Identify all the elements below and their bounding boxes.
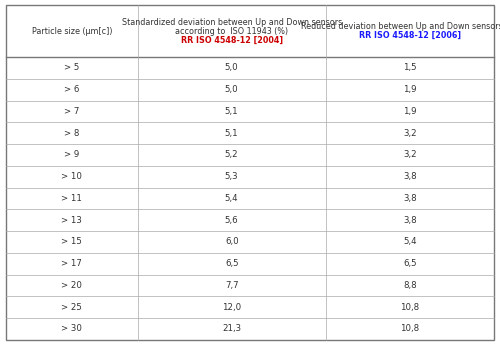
Text: > 5: > 5	[64, 63, 80, 72]
Text: > 20: > 20	[62, 281, 82, 290]
Text: 3,2: 3,2	[403, 129, 416, 138]
Text: 5,0: 5,0	[225, 63, 238, 72]
Text: 5,6: 5,6	[225, 216, 238, 225]
Text: > 8: > 8	[64, 129, 80, 138]
Text: 5,1: 5,1	[225, 129, 238, 138]
Text: 6,0: 6,0	[225, 237, 238, 246]
Text: 6,5: 6,5	[403, 259, 416, 268]
Text: 10,8: 10,8	[400, 303, 419, 312]
Text: > 6: > 6	[64, 85, 80, 94]
Text: 1,5: 1,5	[403, 63, 416, 72]
Text: > 10: > 10	[62, 172, 82, 181]
Text: according to  ISO 11943 (%): according to ISO 11943 (%)	[175, 27, 288, 36]
Text: > 7: > 7	[64, 107, 80, 116]
Text: > 13: > 13	[62, 216, 82, 225]
Text: 8,8: 8,8	[403, 281, 416, 290]
Text: 1,9: 1,9	[403, 85, 416, 94]
Text: Standardized deviation between Up and Down sensors: Standardized deviation between Up and Do…	[122, 18, 342, 27]
Text: > 11: > 11	[62, 194, 82, 203]
Text: 5,4: 5,4	[225, 194, 238, 203]
Text: 3,8: 3,8	[403, 216, 416, 225]
Text: Particle size (μm[c]): Particle size (μm[c])	[32, 27, 112, 36]
Text: 6,5: 6,5	[225, 259, 238, 268]
Text: 7,7: 7,7	[225, 281, 238, 290]
Text: 5,2: 5,2	[225, 150, 238, 159]
Text: 10,8: 10,8	[400, 324, 419, 334]
Text: > 17: > 17	[62, 259, 82, 268]
Text: 3,8: 3,8	[403, 194, 416, 203]
Text: 5,1: 5,1	[225, 107, 238, 116]
Text: 1,9: 1,9	[403, 107, 416, 116]
Text: RR ISO 4548-12 [2006]: RR ISO 4548-12 [2006]	[359, 31, 461, 40]
Text: > 9: > 9	[64, 150, 80, 159]
Text: 12,0: 12,0	[222, 303, 242, 312]
Text: 3,8: 3,8	[403, 172, 416, 181]
Text: 5,3: 5,3	[225, 172, 238, 181]
Text: Reduced deviation between Up and Down sensors (%): Reduced deviation between Up and Down se…	[301, 22, 500, 31]
Text: 21,3: 21,3	[222, 324, 242, 334]
Text: RR ISO 4548-12 [2004]: RR ISO 4548-12 [2004]	[180, 36, 283, 45]
Text: > 15: > 15	[62, 237, 82, 246]
Text: 5,4: 5,4	[403, 237, 416, 246]
Text: > 30: > 30	[62, 324, 82, 334]
Text: > 25: > 25	[62, 303, 82, 312]
Text: 3,2: 3,2	[403, 150, 416, 159]
Text: 5,0: 5,0	[225, 85, 238, 94]
